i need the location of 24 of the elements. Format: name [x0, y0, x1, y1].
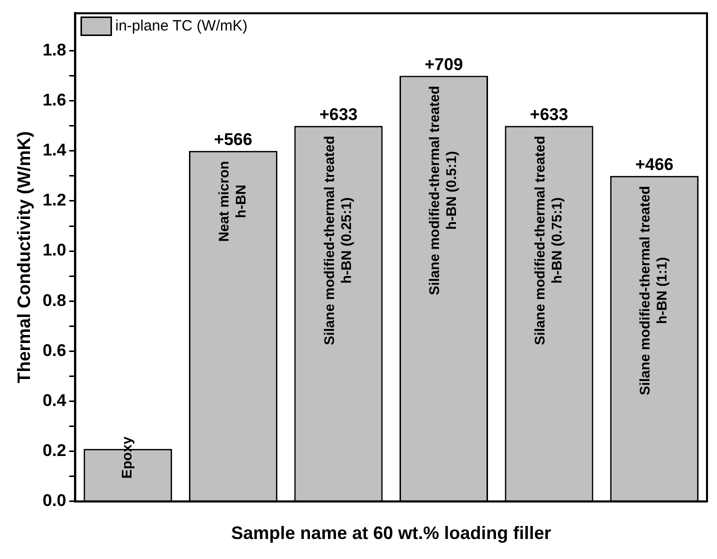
x-tick-label: Silane modified-thermal treated h-BN (0.75:1): [531, 136, 564, 346]
y-tick-label: 0.0: [42, 491, 66, 510]
annotation: +633: [530, 105, 568, 124]
y-tick-label: 1.2: [42, 190, 66, 210]
legend-label: in-plane TC (W/mK): [115, 17, 248, 34]
x-tick-label: Neat micron h-BN: [216, 160, 249, 242]
y-tick-label: 1.0: [42, 240, 66, 260]
y-tick-label: 0.4: [42, 390, 67, 410]
x-tick-label: Silane modified-thermal treated h-BN (1:1): [636, 186, 670, 396]
y-tick-label: 1.4: [42, 140, 67, 160]
y-tick-label: 0.2: [42, 441, 66, 460]
y-tick-label: 0.8: [42, 290, 66, 310]
annotation: +566: [214, 130, 252, 150]
annotation: +709: [424, 54, 463, 74]
y-tick-label: 1.6: [42, 90, 66, 110]
x-tick-label: Silane modified-thermal treated h-BN (0.25:1): [320, 136, 354, 346]
x-tick-label: Silane modified-thermal treated h-BN (0.5:1): [426, 86, 460, 296]
x-axis-title: Sample name at 60 wt.% loading filler: [231, 523, 552, 544]
annotation: +633: [319, 105, 358, 124]
annotation: +466: [635, 155, 674, 174]
y-axis-title: Thermal Conductivity (W/mK): [14, 131, 34, 384]
y-tick-label: 1.8: [42, 40, 66, 60]
x-tick-label: Epoxy: [118, 436, 135, 479]
y-tick-label: 0.6: [42, 340, 66, 360]
